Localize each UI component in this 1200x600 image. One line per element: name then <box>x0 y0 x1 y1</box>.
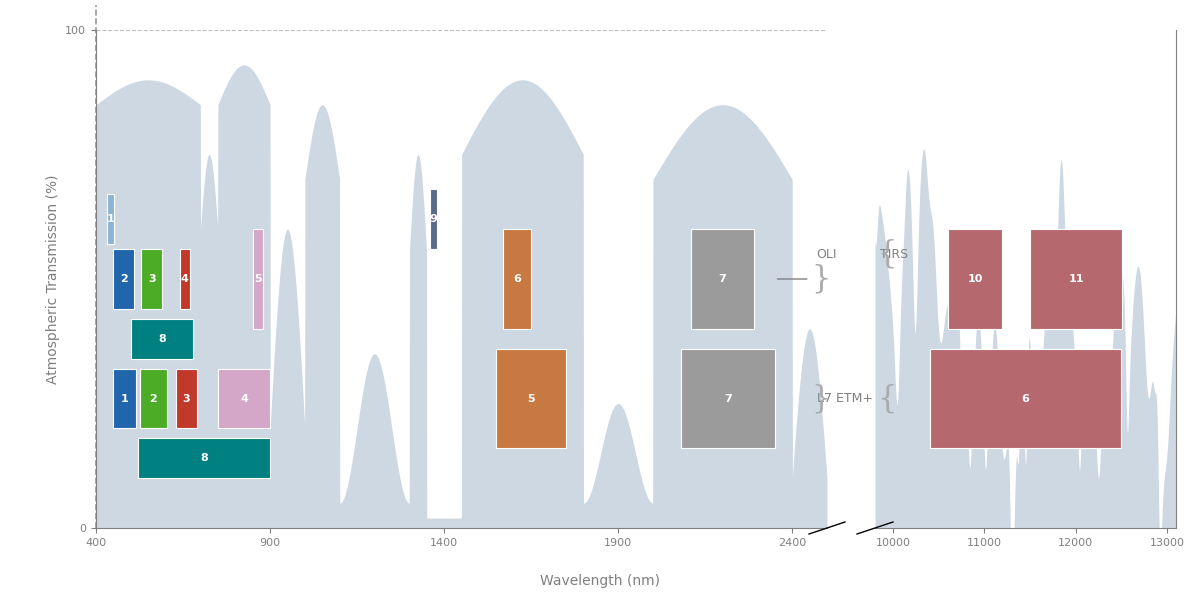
Text: 4: 4 <box>240 394 248 404</box>
Text: 11: 11 <box>1068 274 1084 284</box>
Text: 10: 10 <box>967 274 983 284</box>
FancyBboxPatch shape <box>138 439 270 478</box>
Text: OLI: OLI <box>816 248 838 260</box>
Text: 1: 1 <box>121 394 128 404</box>
FancyBboxPatch shape <box>691 229 754 329</box>
Text: 8: 8 <box>200 453 208 463</box>
Text: 3: 3 <box>148 274 156 284</box>
FancyBboxPatch shape <box>948 229 1002 329</box>
FancyBboxPatch shape <box>218 368 270 428</box>
FancyBboxPatch shape <box>131 319 193 359</box>
FancyBboxPatch shape <box>114 249 134 309</box>
Text: 5: 5 <box>527 394 535 404</box>
FancyBboxPatch shape <box>497 349 566 448</box>
Text: }: } <box>811 383 830 414</box>
Text: 3: 3 <box>182 394 191 404</box>
Text: {: { <box>877 383 898 414</box>
FancyBboxPatch shape <box>680 349 775 448</box>
Text: 4: 4 <box>181 274 188 284</box>
Text: }: } <box>811 263 830 295</box>
FancyBboxPatch shape <box>930 349 1121 448</box>
FancyBboxPatch shape <box>180 249 190 309</box>
Text: L7 ETM+: L7 ETM+ <box>816 392 872 405</box>
Text: 9: 9 <box>430 214 438 224</box>
Text: 8: 8 <box>158 334 166 344</box>
Text: Wavelength (nm): Wavelength (nm) <box>540 574 660 588</box>
Text: 7: 7 <box>719 274 726 284</box>
FancyBboxPatch shape <box>253 229 263 329</box>
Text: 5: 5 <box>254 274 262 284</box>
FancyBboxPatch shape <box>176 368 197 428</box>
FancyBboxPatch shape <box>139 368 167 428</box>
FancyBboxPatch shape <box>503 229 532 329</box>
Text: 2: 2 <box>150 394 157 404</box>
Text: 2: 2 <box>120 274 127 284</box>
Text: 6: 6 <box>1021 394 1030 404</box>
Text: TIRS: TIRS <box>881 248 908 260</box>
Y-axis label: Atmospheric Transmission (%): Atmospheric Transmission (%) <box>46 174 60 384</box>
FancyBboxPatch shape <box>1030 229 1122 329</box>
Text: 6: 6 <box>514 274 521 284</box>
Text: 7: 7 <box>724 394 732 404</box>
Text: 1: 1 <box>107 214 115 224</box>
FancyBboxPatch shape <box>430 190 437 249</box>
Text: {: { <box>877 239 898 269</box>
FancyBboxPatch shape <box>114 368 136 428</box>
FancyBboxPatch shape <box>142 249 162 309</box>
FancyBboxPatch shape <box>108 194 114 244</box>
